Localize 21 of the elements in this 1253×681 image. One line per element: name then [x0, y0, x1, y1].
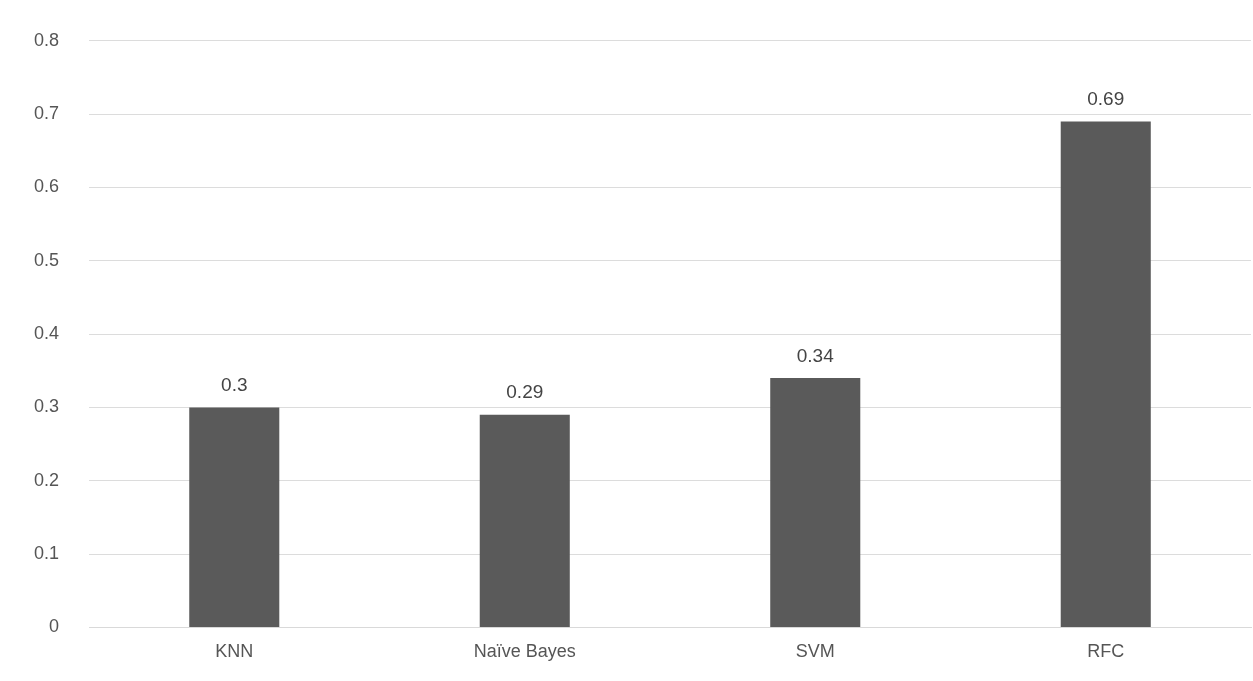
y-tick-label: 0.5	[33, 249, 60, 270]
x-tick-label: RFC	[1087, 641, 1125, 662]
y-tick-label: 0.2	[33, 469, 60, 490]
y-tick-label: 0	[49, 616, 60, 637]
bar	[189, 407, 280, 627]
data-label: 0.3	[221, 374, 248, 396]
x-tick-label: Naïve Bayes	[473, 641, 576, 662]
bar	[1060, 121, 1151, 627]
data-label: 0.29	[506, 381, 544, 403]
bar	[770, 378, 861, 627]
data-label: 0.69	[1087, 88, 1125, 110]
bar	[479, 414, 570, 627]
y-tick-label: 0.7	[33, 103, 60, 124]
y-tick-label: 0.8	[33, 29, 60, 50]
y-tick-label: 0.6	[33, 176, 60, 197]
x-tick-label: SVM	[795, 641, 835, 662]
x-tick-label: KNN	[215, 641, 254, 662]
data-label: 0.34	[796, 344, 835, 366]
y-tick-label: 0.1	[33, 543, 60, 564]
y-tick-label: 0.3	[33, 396, 60, 417]
y-tick-label: 0.4	[33, 323, 60, 344]
